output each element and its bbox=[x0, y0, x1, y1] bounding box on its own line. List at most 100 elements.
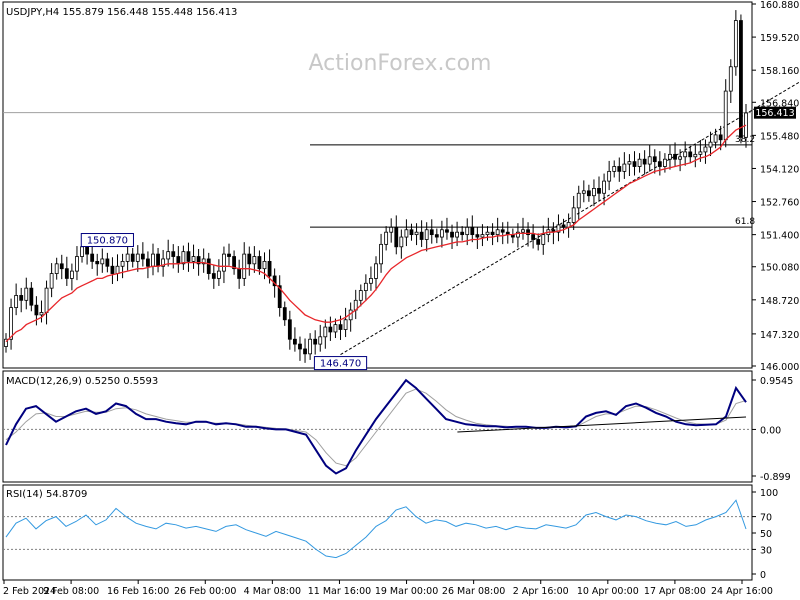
time-tick-label: 26 Feb 00:00 bbox=[174, 586, 236, 597]
price-candle-body bbox=[668, 153, 672, 160]
price-candle-body bbox=[44, 287, 49, 313]
time-tick-label: 2 Apr 16:00 bbox=[513, 586, 569, 597]
macd-trendline bbox=[457, 416, 747, 433]
price-candle-body bbox=[130, 253, 135, 262]
price-candle-body bbox=[201, 258, 206, 265]
price-candle-body bbox=[64, 268, 69, 279]
price-candle-body bbox=[19, 295, 24, 301]
price-candle-body bbox=[211, 273, 216, 279]
price-candle-body bbox=[115, 265, 120, 274]
price-candle-body bbox=[389, 226, 394, 233]
price-candle-body bbox=[516, 231, 520, 238]
price-candle-body bbox=[536, 239, 541, 245]
price-candle-body bbox=[34, 304, 39, 316]
price-candle-body bbox=[14, 295, 19, 309]
price-candle-body bbox=[612, 166, 617, 172]
price-candle-body bbox=[29, 287, 34, 306]
price-candle-body bbox=[363, 282, 368, 291]
price-y-tick-label: 151.400 bbox=[760, 231, 799, 242]
price-candle-body bbox=[191, 256, 196, 262]
price-y-tick-label: 160.880 bbox=[760, 0, 799, 11]
time-tick-label: 2 Feb 2024 bbox=[3, 586, 56, 597]
price-trendline bbox=[340, 81, 800, 355]
price-candle-body bbox=[455, 231, 459, 238]
price-candle-body bbox=[298, 343, 302, 350]
price-candle-body bbox=[531, 234, 536, 240]
rsi-y-tick-label: 30 bbox=[760, 545, 772, 556]
price-candle-body bbox=[490, 231, 495, 236]
price-y-tick-label: 155.480 bbox=[760, 131, 799, 142]
price-candle-body bbox=[744, 112, 748, 138]
price-candle-body bbox=[252, 256, 257, 265]
price-candle-body bbox=[166, 251, 171, 260]
rsi-y-axis: 100 70 50 30 0 bbox=[752, 488, 778, 581]
price-candle-body bbox=[404, 229, 409, 238]
price-candle-body bbox=[90, 253, 95, 262]
price-candle-body bbox=[247, 253, 252, 265]
price-candle-body bbox=[556, 224, 561, 233]
price-candle-body bbox=[125, 253, 130, 262]
price-y-tick-label: 159.520 bbox=[760, 33, 799, 44]
time-tick-label: 17 Apr 08:00 bbox=[644, 586, 706, 597]
price-y-tick-label: 148.720 bbox=[760, 296, 799, 307]
price-candle-body bbox=[379, 243, 383, 265]
time-tick-label: 4 Mar 08:00 bbox=[244, 586, 301, 597]
price-candle-body bbox=[24, 287, 29, 301]
price-candle-body bbox=[576, 192, 581, 209]
price-candle-body bbox=[257, 256, 262, 270]
price-candle-body bbox=[110, 265, 115, 274]
price-candle-body bbox=[318, 336, 323, 345]
price-y-tick-label: 147.320 bbox=[760, 330, 799, 341]
price-candle-body bbox=[227, 253, 231, 257]
price-candle-body bbox=[581, 190, 586, 194]
time-tick-label: 10 Apr 00:00 bbox=[577, 586, 639, 597]
rsi-label: RSI(14) 54.8709 bbox=[6, 489, 87, 500]
fib-level-label: 61.8 bbox=[735, 217, 755, 227]
price-candle-body bbox=[206, 258, 211, 274]
current-price-badge: 156.413 bbox=[754, 106, 796, 119]
rsi-y-tick-label: 100 bbox=[760, 488, 778, 499]
price-candle-body bbox=[485, 231, 490, 236]
price-candle-body bbox=[450, 231, 454, 238]
price-candle-body bbox=[69, 270, 74, 279]
price-candle-body bbox=[561, 224, 566, 228]
price-candle-body bbox=[181, 251, 186, 265]
price-candle-body bbox=[262, 260, 267, 270]
price-candle-body bbox=[277, 285, 282, 309]
price-candle-body bbox=[161, 258, 166, 267]
price-candle-body bbox=[323, 326, 328, 338]
price-candle-body bbox=[338, 324, 343, 330]
price-candle-body bbox=[526, 229, 530, 236]
price-y-tick-label: 152.760 bbox=[760, 198, 799, 209]
price-candle-body bbox=[445, 229, 449, 233]
price-candle-body bbox=[308, 338, 313, 355]
price-candle-body bbox=[683, 151, 688, 158]
price-candle-body bbox=[171, 251, 176, 257]
price-candle-body bbox=[399, 236, 404, 248]
macd-panel: MACD(12,26,9) 0.5250 0.5593 0.9545 0.00 -0… bbox=[2, 370, 793, 483]
price-candle-body bbox=[272, 275, 277, 287]
price-candle-body bbox=[571, 207, 576, 223]
rsi-levels bbox=[3, 516, 752, 550]
price-candle-body bbox=[232, 256, 236, 270]
price-candle-body bbox=[733, 20, 738, 68]
macd-y-tick-label: 0.00 bbox=[760, 425, 781, 436]
price-candle-body bbox=[186, 251, 191, 262]
price-candle-body bbox=[39, 312, 44, 316]
price-candle-body bbox=[541, 234, 546, 245]
rsi-panel: RSI(14) 54.8709 100 70 50 30 0 bbox=[2, 484, 778, 581]
price-candle-body bbox=[480, 234, 485, 238]
price-candle-body bbox=[718, 134, 723, 141]
macd-line bbox=[5, 378, 747, 475]
price-candle-body bbox=[723, 90, 728, 141]
price-candle-body bbox=[358, 290, 363, 301]
price-y-tick-label: 150.080 bbox=[760, 263, 799, 274]
price-candle-body bbox=[333, 324, 338, 333]
price-candle-body bbox=[176, 256, 181, 265]
price-candle-body bbox=[384, 231, 389, 245]
price-candle-body bbox=[282, 307, 287, 321]
price-candle-body bbox=[713, 134, 718, 143]
price-candle-body bbox=[688, 151, 693, 158]
price-y-tick-label: 154.120 bbox=[760, 164, 799, 175]
